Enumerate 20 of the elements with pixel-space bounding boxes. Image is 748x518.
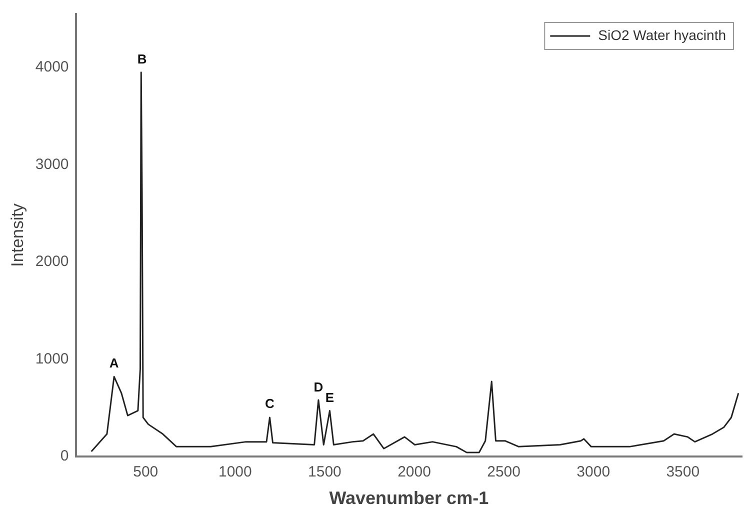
annotation: C [265,396,276,412]
annotation: A [109,356,120,371]
legend-label: SiO2 Water hyacinth [598,26,726,43]
annotation: E [325,390,334,405]
x-tick-label: 2500 [487,464,520,481]
y-tick-label: 1000 [35,350,69,368]
x-tick-label: 1500 [308,464,342,481]
annotation: D [314,380,324,395]
x-tick-label: 3500 [666,464,700,481]
y-axis-title: Intensity [8,203,27,267]
y-tick-label: 3000 [35,156,69,173]
x-tick-label: 2000 [398,464,431,481]
x-axis-title: Wavenumber cm-1 [329,488,489,508]
y-tick-label: 4000 [35,58,69,76]
annotation: B [137,51,147,66]
x-tick-label: 1000 [218,464,252,481]
x-tick-label: 500 [133,464,158,481]
y-tick-label: 2000 [35,253,69,270]
x-tick-label: 3000 [576,464,610,481]
y-tick-label: 0 [60,448,69,465]
